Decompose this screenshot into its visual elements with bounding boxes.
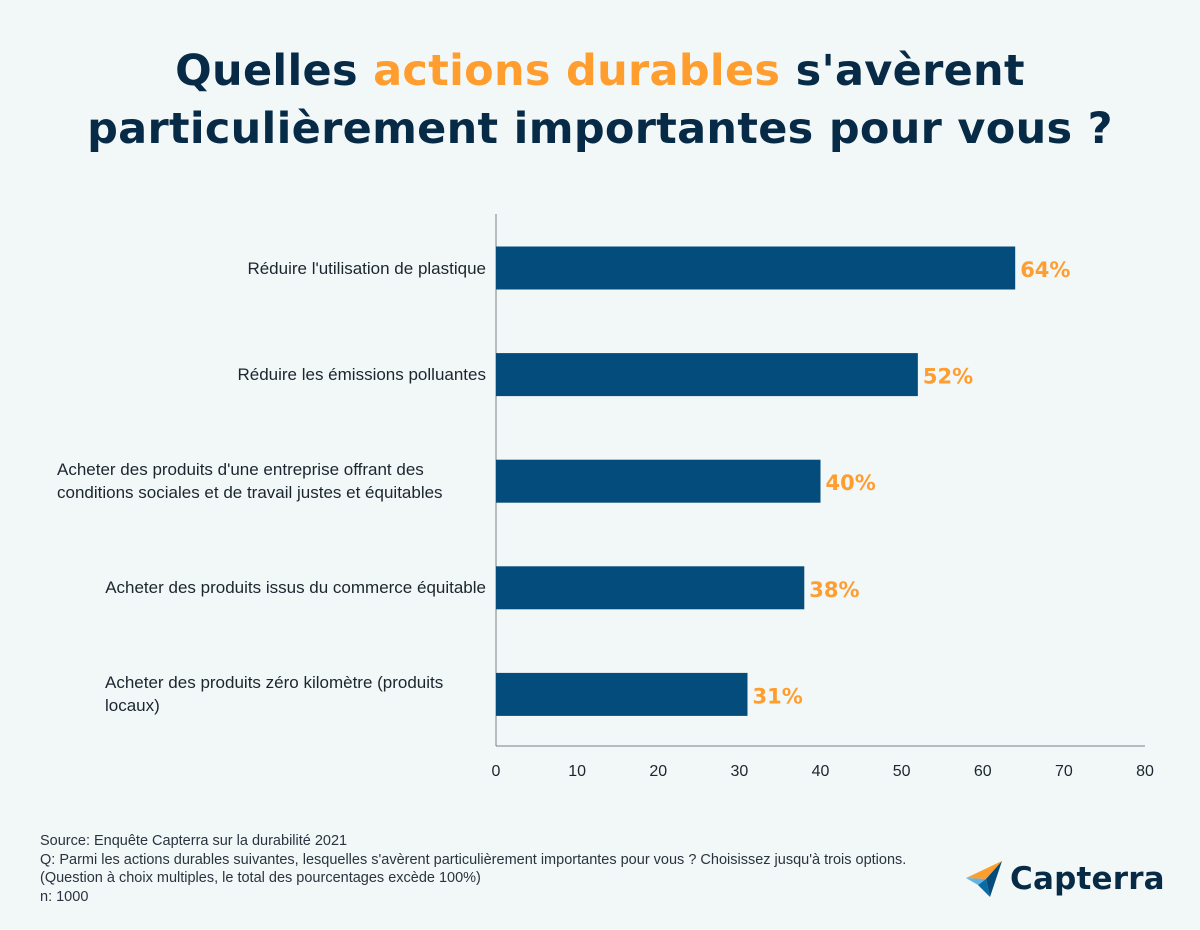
category-label: Réduire les émissions polluantes — [237, 365, 486, 384]
capterra-logo: Capterra — [964, 856, 1165, 902]
x-tick-label: 20 — [649, 763, 667, 780]
value-label: 64% — [1020, 258, 1070, 282]
x-tick-label: 70 — [1055, 763, 1073, 780]
bar — [496, 459, 821, 503]
bar — [496, 672, 748, 716]
category-label: Acheter des produits d'une entreprise of… — [57, 460, 443, 502]
capterra-arrow-icon — [966, 861, 1002, 897]
bar — [496, 566, 805, 610]
title-highlight: actions durables — [373, 46, 781, 96]
value-label: 40% — [826, 471, 876, 495]
x-tick-label: 50 — [893, 763, 911, 780]
x-tick-label: 80 — [1136, 763, 1154, 780]
bar — [496, 246, 1016, 290]
category-label: Acheter des produits issus du commerce é… — [105, 578, 486, 597]
x-tick-label: 60 — [974, 763, 992, 780]
x-tick-label: 40 — [812, 763, 830, 780]
title-line-2: particulièrement importantes pour vous ? — [87, 104, 1113, 154]
value-label: 38% — [809, 578, 859, 602]
value-label: 31% — [752, 684, 802, 708]
footer-notes: Source: Enquête Capterra sur la durabili… — [40, 832, 920, 906]
source-note: Source: Enquête Capterra sur la durabili… — [40, 833, 348, 849]
logo-text: Capterra — [1010, 861, 1165, 897]
category-label: Acheter des produits zéro kilomètre (pro… — [105, 673, 444, 715]
bar — [496, 353, 918, 397]
chart-title: Quelles actions durables s'avèrent parti… — [0, 42, 1200, 158]
x-tick-label: 30 — [730, 763, 748, 780]
sample-size-note: n: 1000 — [40, 888, 89, 905]
category-label: Réduire l'utilisation de plastique — [247, 259, 486, 278]
title-line-1: Quelles actions durables s'avèrent — [175, 46, 1025, 96]
x-tick-label: 0 — [492, 763, 501, 780]
x-tick-label: 10 — [568, 763, 586, 780]
question-note: Q: Parmi les actions durables suivantes,… — [40, 851, 907, 887]
value-label: 52% — [923, 365, 973, 389]
